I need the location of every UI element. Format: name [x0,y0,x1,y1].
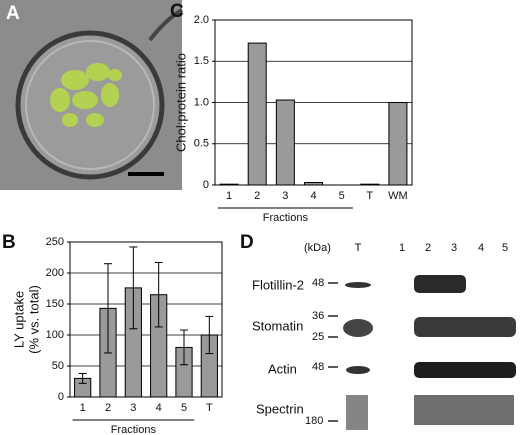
y-tick-label: 0.5 [194,138,209,150]
x-tick-label: 5 [339,190,345,202]
bar [303,182,324,186]
y-tick-label: 100 [46,329,64,341]
y-axis-label: (% vs. total) [26,285,41,354]
x-tick-label: 1 [80,402,86,414]
x-tick-label: 2 [105,402,111,414]
bar [219,183,239,186]
panel-label: A [6,3,20,24]
marker-label: 48 [312,277,324,289]
lane-label: 5 [502,242,508,254]
row-label: Stomatin [252,318,303,333]
bar [275,99,295,186]
y-tick-label: 1.0 [194,96,209,108]
bar [247,42,267,186]
x-tick-label: T [206,402,213,414]
x-tick-label: 1 [226,190,232,202]
panel-label: C [170,1,184,22]
lane-label: T [355,242,362,254]
x-tick-label: WM [388,190,408,202]
panel-label: D [240,232,254,253]
y-tick-label: 150 [46,298,64,310]
group-label: Fractions [111,424,157,435]
marker-label: 25 [312,331,324,343]
y-tick-label: 250 [46,236,64,248]
blot: (kDa) T 1 2 3 4 5 Flotillin-2 Stomatin A… [252,242,516,430]
bar [388,102,408,186]
lane-label: 2 [425,242,431,254]
y-axis-label: Chol:protein ratio [173,53,188,152]
x-tick-label: T [366,190,373,202]
y-tick-label: 0 [58,391,64,403]
plot-frame [69,241,223,398]
row-label: Spectrin [256,401,304,416]
marker-label: 48 [312,361,324,373]
marker-label: 36 [312,310,324,322]
row-label: Actin [268,361,297,376]
kda-label: (kDa) [304,242,331,254]
y-tick-label: 50 [52,360,64,372]
x-tick-label: 5 [181,402,187,414]
y-axis-label: LY uptake [11,291,26,348]
x-tick-label: 2 [254,190,260,202]
y-tick-label: 1.5 [194,55,209,67]
bar [360,183,380,186]
y-tick-label: 0 [203,179,209,191]
panel-label: B [2,232,16,253]
x-tick-label: 4 [310,190,316,202]
marker-label: 180 [305,415,323,427]
x-tick-label: 4 [156,402,162,414]
x-tick-label: 3 [282,190,288,202]
y-tick-label: 200 [46,267,64,279]
row-label: Flotillin-2 [252,277,304,292]
micrograph [0,0,184,190]
group-label: Fractions [263,212,309,224]
y-tick-label: 2.0 [194,14,209,26]
lane-label: 1 [399,242,405,254]
x-tick-label: 3 [130,402,136,414]
lane-label: 3 [451,242,457,254]
lane-label: 4 [478,242,484,254]
